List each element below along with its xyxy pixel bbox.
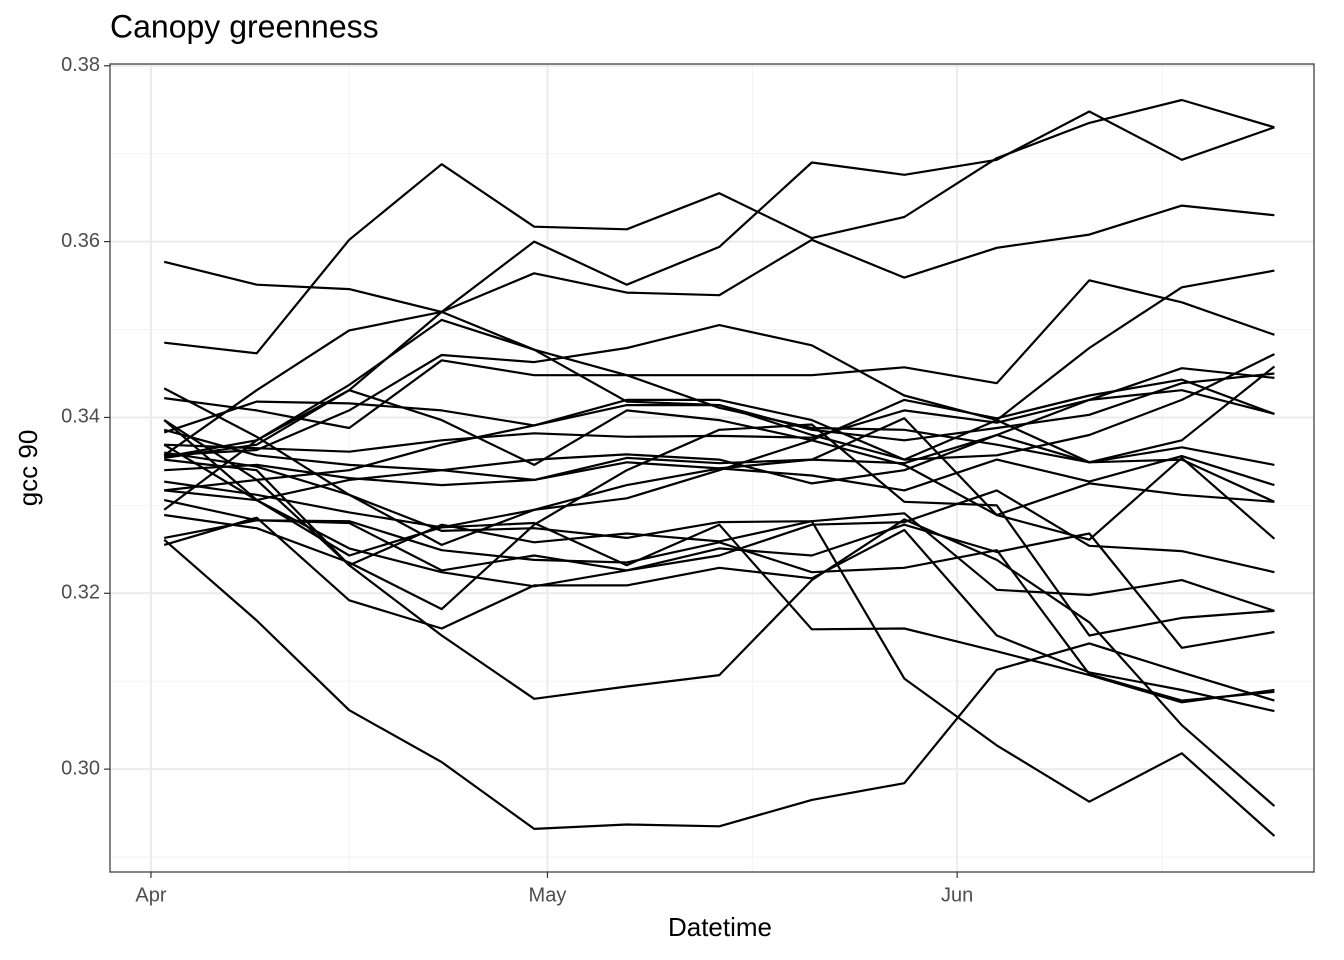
series-line — [164, 378, 1275, 466]
panel-border — [109, 63, 1315, 873]
series-line — [164, 439, 1275, 529]
series-line — [164, 353, 1275, 492]
chart-title: Canopy greenness — [110, 8, 379, 44]
series-line — [163, 204, 1275, 457]
y-tick-label: 0.32 — [61, 582, 100, 604]
series-line — [163, 367, 1275, 502]
series-line — [164, 279, 1275, 430]
series-line — [164, 458, 1276, 837]
x-tick-label: Jun — [941, 884, 973, 906]
series-line — [164, 389, 1275, 453]
series-line — [163, 443, 1275, 704]
series-line — [163, 260, 1275, 503]
x-axis-label: Datetime — [668, 912, 772, 942]
y-tick-label: 0.36 — [61, 230, 100, 252]
series-line — [163, 538, 1275, 830]
series-line — [164, 489, 1275, 649]
series-line — [164, 451, 1275, 612]
y-tick-label: 0.38 — [61, 54, 100, 76]
series-line — [163, 489, 1275, 574]
y-tick-label: 0.34 — [61, 406, 100, 428]
series-line — [164, 98, 1275, 355]
series-line — [163, 419, 1276, 807]
series-line — [164, 269, 1275, 461]
series-line — [164, 423, 1275, 637]
series-line — [163, 516, 1275, 713]
y-tick-label: 0.30 — [61, 757, 100, 779]
series-line — [163, 428, 1275, 481]
x-tick-label: Apr — [135, 884, 166, 906]
x-tick-label: May — [529, 884, 567, 906]
y-axis-label: gcc 90 — [13, 430, 43, 507]
series-line — [163, 372, 1275, 442]
